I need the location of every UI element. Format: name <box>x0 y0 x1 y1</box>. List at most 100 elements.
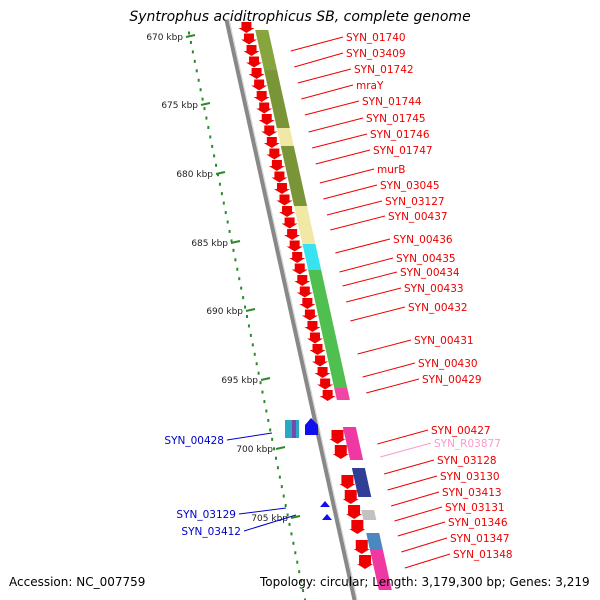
ruler-dot <box>290 532 293 536</box>
gene-arrow <box>304 321 321 332</box>
gene-leader-line <box>323 184 378 200</box>
ruler-dot <box>205 116 208 120</box>
gene-label: SYN_00431 <box>414 335 474 347</box>
ruler-label: 700 kbp <box>236 445 273 455</box>
ruler-dot <box>191 50 194 54</box>
gene-label: SYN_00429 <box>422 374 482 386</box>
reverse-gene-arrow <box>305 418 318 435</box>
ruler-dot <box>257 371 260 375</box>
ruler-dot <box>203 107 206 111</box>
gene-label: SYN_03130 <box>440 471 500 483</box>
ruler-dot <box>267 418 270 422</box>
ruler-dot <box>265 409 268 413</box>
ruler-tick <box>200 102 211 106</box>
gene-leader-line <box>226 432 273 441</box>
gene-arrow <box>258 114 275 125</box>
ruler-dot <box>276 466 279 470</box>
gene-arrow <box>279 206 296 217</box>
gene-label: SYN_03129 <box>176 509 236 521</box>
annotation-band <box>351 468 372 497</box>
gene-arrow <box>346 505 363 519</box>
ruler-dot <box>232 248 235 252</box>
gene-leader-line <box>294 52 344 68</box>
ruler-tick <box>215 171 226 175</box>
ruler-dot <box>296 560 299 564</box>
ruler-dot <box>261 390 264 394</box>
gene-label: SYN_03127 <box>385 196 445 208</box>
gene-label: SYN_01745 <box>366 113 426 125</box>
ruler-dot <box>238 277 241 281</box>
ruler-label: 695 kbp <box>221 376 258 386</box>
gene-leader-line <box>312 133 368 149</box>
gene-arrow <box>286 240 303 252</box>
gene-leader-line <box>319 168 375 184</box>
ruler-dot <box>211 144 214 148</box>
gene-leader-line <box>377 429 429 445</box>
gene-arrow <box>299 298 316 309</box>
ruler-dot <box>273 447 276 451</box>
ruler-dot <box>240 286 243 290</box>
reverse-gene-arrow <box>320 501 330 507</box>
genome-backbone-highlight <box>228 19 358 600</box>
gene-label: SYN_00432 <box>408 302 468 314</box>
ruler-dot <box>189 40 192 44</box>
gene-arrow <box>306 332 323 344</box>
ruler-dot <box>197 78 200 82</box>
gene-leader-line <box>301 84 354 100</box>
gene-arrow <box>284 229 301 240</box>
gene-arrow <box>339 475 356 489</box>
genome-backbone <box>224 19 358 600</box>
gene-leader-line <box>308 117 364 133</box>
annotation-band <box>361 510 377 520</box>
ruler-dot <box>218 182 221 186</box>
gene-arrow <box>281 217 298 229</box>
gene-arrow <box>349 520 366 534</box>
ruler-tick <box>185 34 196 38</box>
ruler-dot <box>304 598 306 600</box>
annotation-band <box>302 244 322 270</box>
gene-arrow <box>301 309 318 321</box>
ruler-label: 690 kbp <box>206 307 243 317</box>
gene-arrow <box>289 252 306 263</box>
gene-leader-line <box>326 200 383 216</box>
ruler-dot <box>302 589 305 593</box>
gene-label: SYN_03409 <box>346 48 406 60</box>
gene-leader-line <box>380 442 432 458</box>
ruler-tick <box>290 515 301 519</box>
ruler-dot <box>244 305 247 309</box>
gene-arrow <box>296 286 313 298</box>
gene-label: SYN_03128 <box>437 455 497 467</box>
ruler-dot <box>292 541 295 545</box>
gene-leader-line <box>357 339 412 355</box>
gene-arrow <box>342 490 359 504</box>
annotation-band <box>369 550 392 590</box>
ruler-dot <box>263 400 266 404</box>
gene-arrow <box>271 171 288 183</box>
accession-text: Accession: NC_007759 <box>9 575 146 589</box>
gene-label: SYN_00437 <box>388 211 448 223</box>
ruler-dot <box>271 437 274 441</box>
ruler-dot <box>249 333 252 337</box>
gene-leader-line <box>243 514 297 532</box>
ruler-dot <box>234 258 237 262</box>
gene-arrow <box>329 430 346 444</box>
ruler-dot <box>193 59 196 63</box>
gene-leader-line <box>346 287 402 303</box>
ruler-dot <box>280 485 283 489</box>
gene-label: SYN_01348 <box>453 549 513 561</box>
gene-leader-line <box>394 506 443 522</box>
annotation-band <box>308 270 348 388</box>
gene-arrow <box>312 355 329 367</box>
gene-arrow <box>238 22 255 33</box>
ruler-dot <box>286 513 289 517</box>
gene-leader-line <box>339 257 394 273</box>
gene-arrow <box>240 33 257 45</box>
ruler-dot <box>288 522 291 526</box>
gene-arrow <box>273 183 290 194</box>
ruler-label: 670 kbp <box>146 33 183 43</box>
gene-leader-line <box>404 553 451 569</box>
ruler-dot <box>259 381 262 385</box>
ruler-dot <box>236 267 239 271</box>
annotation-band <box>276 128 294 146</box>
ruler-label: 705 kbp <box>251 514 288 524</box>
